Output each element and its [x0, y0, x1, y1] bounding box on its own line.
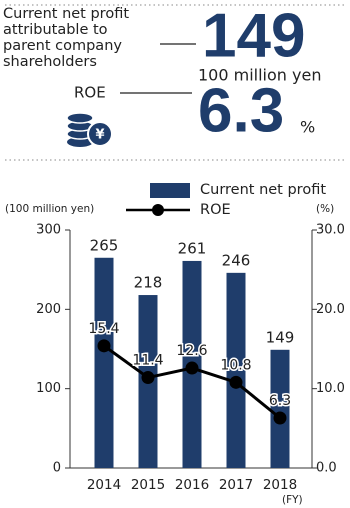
profit-label: shareholders: [3, 54, 97, 70]
profit-label: attributable to: [3, 22, 108, 38]
y-axis-label: (100 million yen): [5, 203, 94, 215]
bar: [94, 257, 114, 468]
profit-label: Current net profit: [3, 6, 129, 22]
bar-value-label: 261: [178, 239, 207, 257]
x-tick-label: 2014: [87, 477, 121, 493]
y-tick-label: 0: [53, 461, 61, 476]
roe-unit: %: [300, 118, 315, 137]
roe-value-label: 12.6: [176, 343, 207, 359]
legend-marker: [152, 204, 164, 216]
x-tick-label: 2015: [131, 477, 165, 493]
x-axis-label: (FY): [282, 494, 303, 506]
y2-tick-label: 10.0: [316, 381, 345, 396]
bar-value-label: 218: [134, 274, 163, 292]
legend-label: Current net profit: [200, 182, 326, 198]
bar-value-label: 246: [222, 251, 251, 269]
roe-marker: [229, 375, 243, 389]
profit-label: parent company: [3, 38, 122, 54]
roe-label: ROE: [74, 84, 106, 102]
bar: [226, 272, 246, 468]
y2-axis-label: (%): [316, 203, 334, 215]
x-tick-label: 2017: [219, 477, 253, 493]
y-tick-label: 200: [36, 302, 61, 317]
profit-value: 149: [202, 1, 305, 70]
icon-symbol: ¥: [95, 128, 104, 143]
y-tick-label: 100: [36, 381, 61, 396]
y2-tick-label: 20.0: [316, 302, 345, 317]
bar: [270, 349, 290, 468]
roe-marker: [185, 361, 199, 375]
profit-unit: 100 million yen: [198, 66, 321, 85]
roe-value: 6.3: [198, 76, 284, 145]
roe-marker: [273, 411, 287, 425]
bar-value-label: 149: [266, 328, 295, 346]
y2-tick-label: 30.0: [316, 223, 345, 238]
y2-tick-label: 0.0: [316, 461, 337, 476]
x-tick-label: 2016: [175, 477, 209, 493]
roe-marker: [141, 371, 155, 385]
y-tick-label: 300: [36, 223, 61, 238]
roe-value-label: 11.4: [132, 353, 163, 369]
roe-value-label: 10.8: [220, 357, 251, 373]
x-tick-label: 2018: [263, 477, 297, 493]
roe-value-label: 15.4: [88, 321, 119, 337]
roe-marker: [97, 339, 111, 353]
legend-label: ROE: [200, 202, 231, 218]
legend-swatch: [150, 183, 190, 198]
bar-value-label: 265: [90, 236, 119, 254]
coins-icon: ¥: [66, 112, 113, 147]
roe-value-label: 6.3: [269, 393, 291, 409]
